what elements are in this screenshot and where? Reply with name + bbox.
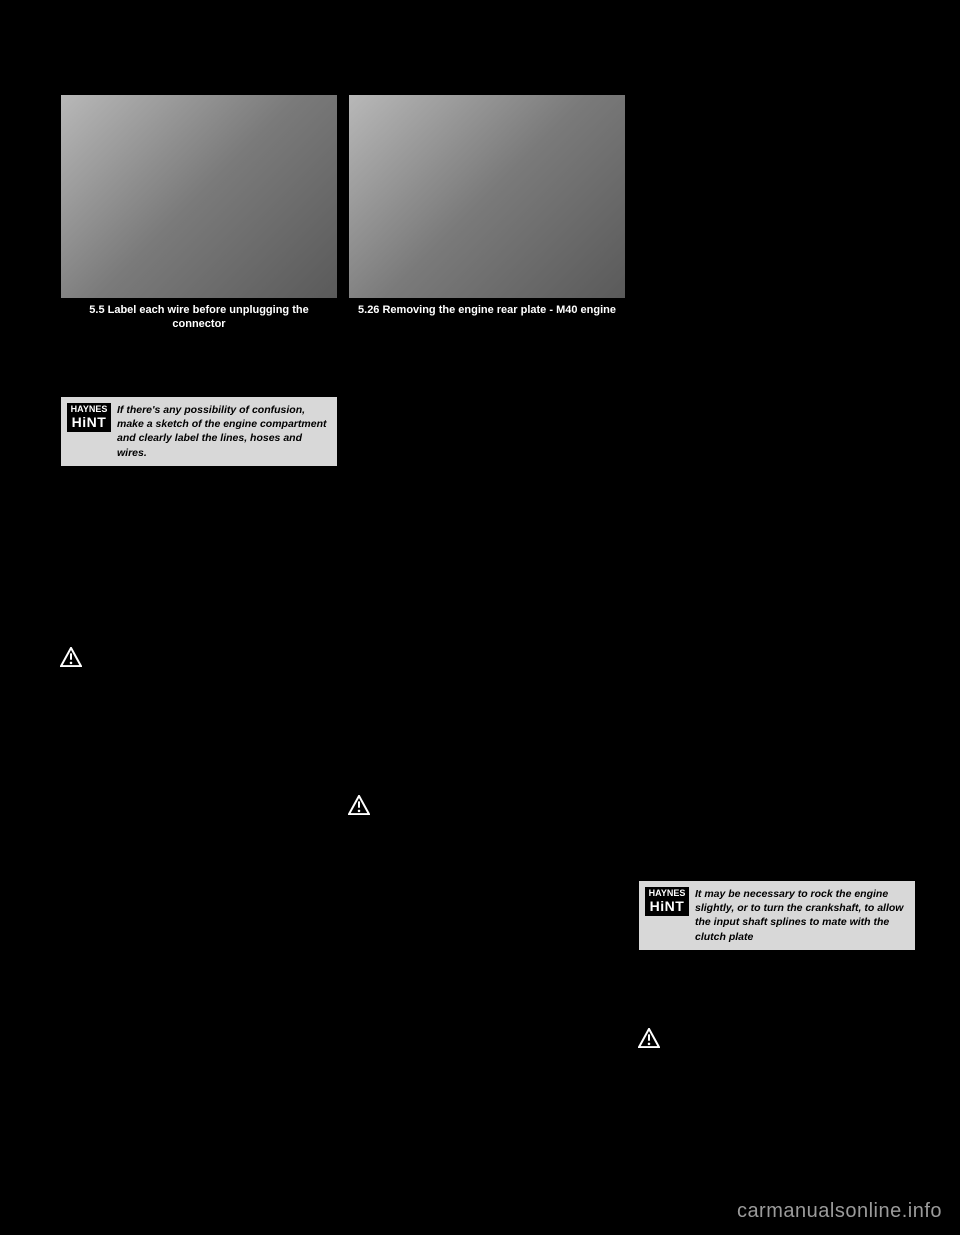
hint-1-text: If there's any possibility of confusion,…	[117, 403, 331, 460]
hint-label-bottom: HiNT	[67, 415, 111, 430]
figure-5-5-image	[60, 94, 338, 299]
hint-label-top: HAYNES	[71, 404, 108, 414]
warning-icon-1	[60, 647, 86, 667]
watermark-text: carmanualsonline.info	[737, 1200, 942, 1223]
hint-2-text: It may be necessary to rock the engine s…	[695, 887, 909, 944]
warning-triangle-icon	[638, 1028, 660, 1048]
figure-5-26-image	[348, 94, 626, 299]
figure-5-5-caption: 5.5 Label each wire before unplugging th…	[60, 299, 338, 336]
warning-triangle-icon	[348, 795, 370, 815]
warning-icon-2	[348, 795, 374, 815]
warning-triangle-icon	[60, 647, 82, 667]
photo-placeholder	[349, 95, 625, 298]
haynes-hint-logo: HAYNES HiNT	[67, 403, 111, 432]
haynes-hint-box-2: HAYNES HiNT It may be necessary to rock …	[638, 880, 916, 951]
hint-label-bottom: HiNT	[645, 899, 689, 914]
haynes-hint-logo: HAYNES HiNT	[645, 887, 689, 916]
haynes-hint-box-1: HAYNES HiNT If there's any possibility o…	[60, 396, 338, 467]
warning-icon-3	[638, 1028, 664, 1048]
figure-5-26-caption: 5.26 Removing the engine rear plate - M4…	[348, 299, 626, 321]
hint-label-top: HAYNES	[649, 888, 686, 898]
photo-placeholder	[61, 95, 337, 298]
